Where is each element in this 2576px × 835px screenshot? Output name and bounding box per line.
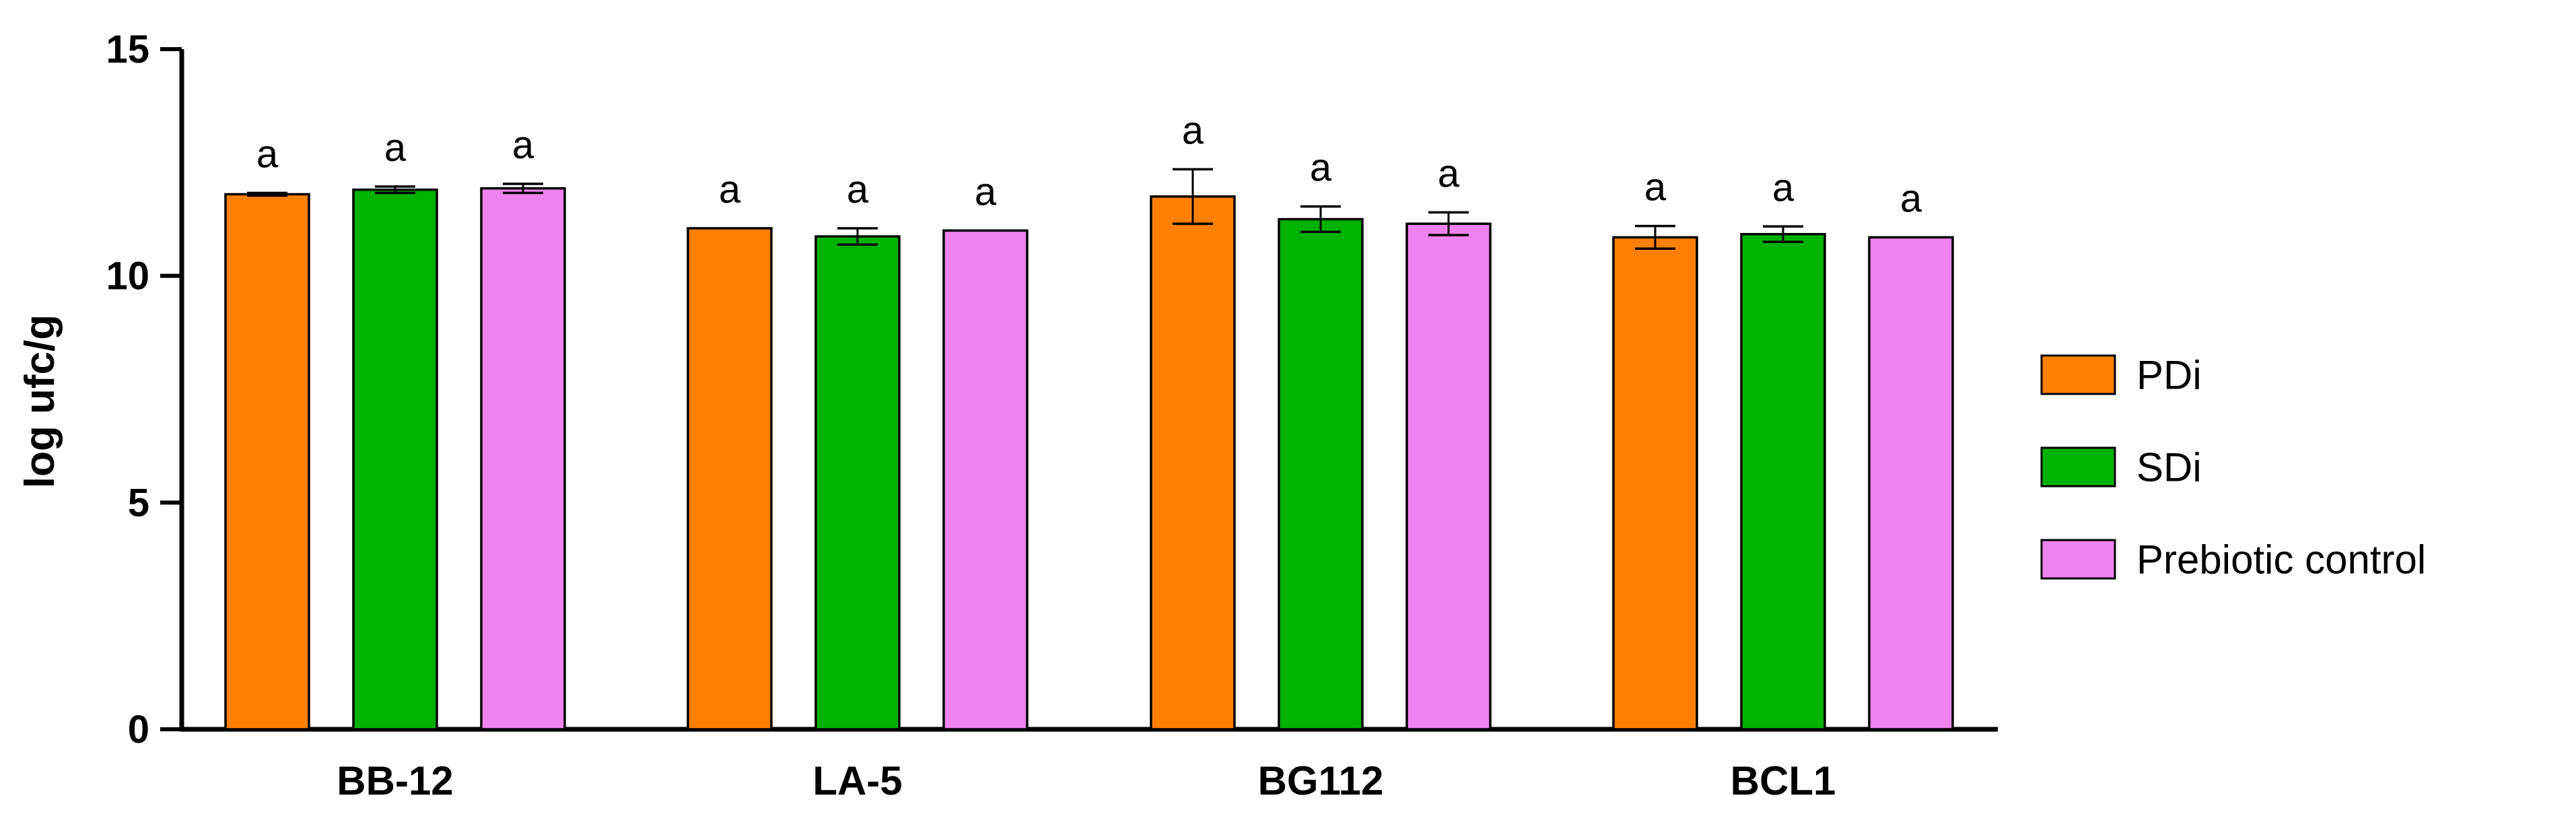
bar (352, 188, 438, 731)
legend: PDi SDi Prebiotic control (2040, 353, 2426, 582)
x-tick-label: BCL1 (1731, 758, 1836, 803)
significance-label: a (1900, 176, 1922, 220)
bar (1612, 236, 1698, 731)
plot-area: 0 5 10 15 a a a BB-12 a a a LA-5 a a a BG112 a a a BCL1 (106, 28, 1998, 803)
significance-label: a (1772, 166, 1795, 209)
legend-label: SDi (2136, 445, 2202, 490)
bar (1740, 232, 1826, 731)
legend-label: Prebiotic control (2136, 537, 2426, 582)
significance-label: a (975, 170, 997, 213)
y-tick-label: 10 (106, 255, 149, 298)
significance-label: a (1310, 146, 1332, 190)
significance-label: a (256, 132, 279, 176)
bar (942, 229, 1029, 731)
bar (814, 235, 901, 731)
bar (224, 193, 310, 731)
x-tick-label: LA-5 (812, 758, 902, 803)
bar (480, 187, 566, 731)
bar (1868, 236, 1954, 731)
bar (1405, 222, 1492, 731)
significance-label: a (512, 123, 534, 167)
significance-label: a (1182, 108, 1204, 152)
significance-label: a (719, 168, 741, 211)
legend-swatch (2040, 539, 2116, 580)
legend-swatch (2040, 354, 2116, 395)
bar (1278, 218, 1364, 731)
bar (1150, 195, 1236, 731)
significance-label: a (384, 126, 407, 170)
y-tick-label: 0 (128, 708, 149, 752)
x-tick-label: BB-12 (337, 758, 453, 803)
y-tick-label: 5 (128, 481, 149, 525)
significance-label: a (1438, 152, 1460, 195)
y-tick-label: 15 (106, 28, 149, 71)
bar (687, 227, 773, 731)
significance-label: a (1644, 166, 1667, 209)
significance-label: a (847, 168, 869, 211)
legend-swatch (2040, 446, 2116, 488)
y-axis-title: log ufc/g (17, 314, 63, 488)
x-tick-label: BG112 (1258, 758, 1384, 803)
legend-label: PDi (2136, 353, 2202, 398)
